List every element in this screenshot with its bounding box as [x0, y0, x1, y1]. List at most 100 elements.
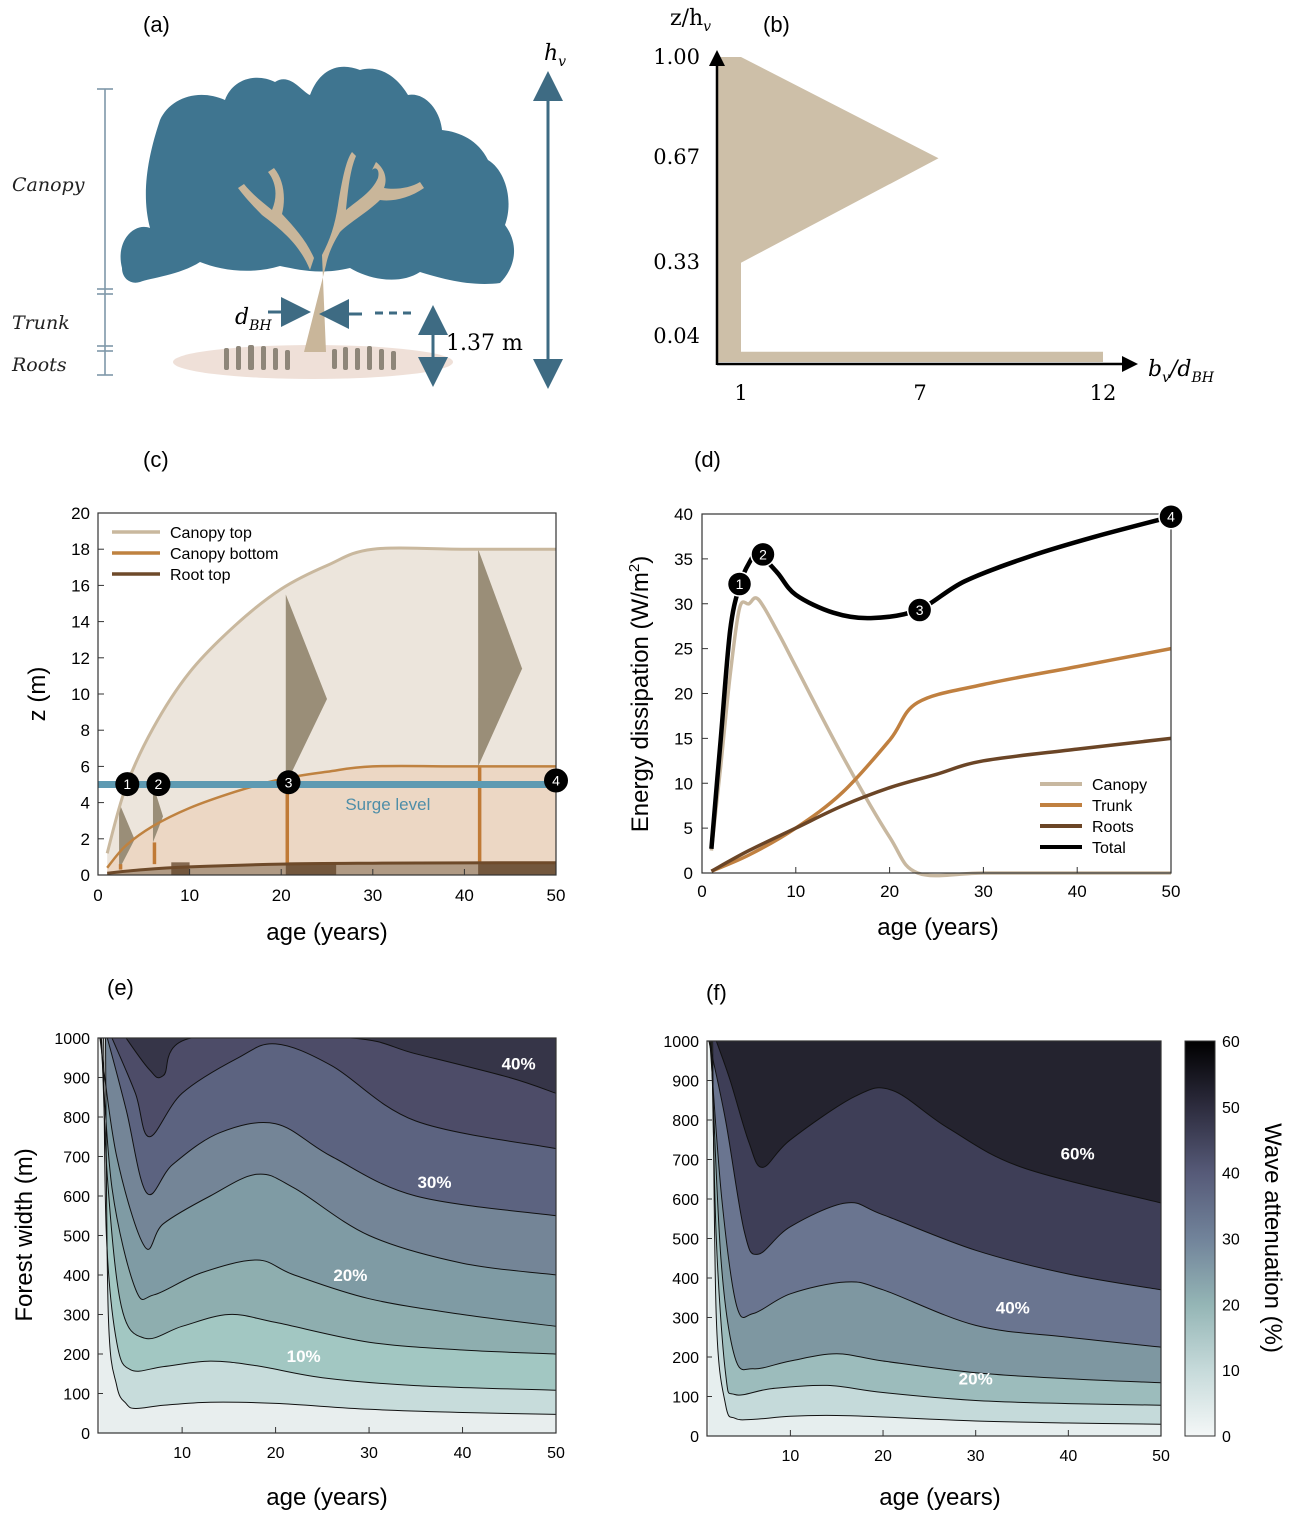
panel-d-y-tick-label: 0 — [684, 864, 693, 883]
panel-c-x-tick-label: 30 — [363, 886, 382, 905]
panel-f-band — [707, 1041, 1161, 1436]
numbered-marker — [115, 772, 140, 797]
numbered-marker — [276, 770, 301, 795]
panel-d-y-tick-label: 25 — [674, 640, 693, 659]
panel-e-ticks: 10 20 30 40 50010020030040050060070080090010… — [54, 1031, 565, 1462]
panel-a-tree-illustration: Canopy Trunk Roots dBH 1.37 m hv — [11, 41, 566, 389]
panel-c-y-tick-label: 10 — [71, 685, 90, 704]
panel-e-band — [98, 1038, 556, 1433]
panel-c-y-label: z (m) — [24, 667, 51, 722]
panel-e-y-tick-label: 400 — [63, 1268, 90, 1285]
root-strokes — [224, 345, 396, 370]
root-top-line — [107, 861, 556, 875]
panel-label-d: (d) — [694, 447, 721, 472]
panel-f-ticks: 10 20 30 40 50010020030040050060070080090010… — [663, 1034, 1170, 1465]
panel-b-x-ticks: 1 7 12 — [734, 381, 1116, 405]
panel-d-x-tick-label: 40 — [1068, 882, 1087, 901]
panel-c-y-tick-label: 2 — [81, 830, 90, 849]
numbered-marker — [726, 571, 753, 597]
panel-f-contour-line — [711, 1041, 1161, 1406]
panel-d-y-tick-label: 20 — [674, 685, 693, 704]
panel-b-x-label: bv/dBH — [1148, 357, 1215, 386]
label-roots: Roots — [11, 354, 67, 376]
numbered-marker — [750, 541, 776, 568]
panel-b-y-tick-label: 1.00 — [653, 45, 700, 69]
panel-c-x-tick-label: 50 — [547, 886, 566, 905]
colorbar — [1184, 1040, 1216, 1437]
panel-c-x-tick-label: 40 — [455, 886, 474, 905]
label-trunk: Trunk — [12, 312, 70, 334]
numbered-marker-label: 3 — [916, 602, 924, 618]
legend-entry: Trunk — [1092, 798, 1133, 815]
panel-c-x-tick-label: 0 — [93, 886, 102, 905]
panel-b-y-arrowhead — [709, 50, 725, 66]
series-line — [710, 646, 1172, 873]
panel-label-a: (a) — [143, 12, 170, 37]
canopy-top-line — [105, 546, 556, 854]
panel-c-y-tick-label: 6 — [81, 757, 90, 776]
numbered-marker — [544, 768, 568, 793]
colorbar-tick-label: 40 — [1222, 1166, 1240, 1183]
panel-e-y-tick-label: 100 — [63, 1387, 90, 1404]
panel-e-y-tick-label: 700 — [63, 1150, 90, 1167]
panel-f-x-tick-label: 30 — [967, 1448, 985, 1465]
panel-label-c: (c) — [143, 447, 169, 472]
panel-c-y-tick-label: 8 — [81, 721, 90, 740]
panel-f-x-tick-label: 40 — [1059, 1448, 1077, 1465]
panel-f-y-tick-label: 500 — [672, 1232, 699, 1249]
panel-e-y-tick-label: 300 — [63, 1308, 90, 1325]
panel-d-x-tick-label: 50 — [1162, 882, 1181, 901]
panel-f-contour-labels: 20% 40% 60% — [959, 1145, 1095, 1389]
panel-e-x-tick-label: 50 — [547, 1445, 565, 1462]
panel-e-x-label: age (years) — [266, 1484, 387, 1511]
panel-d-x-tick-label: 30 — [974, 882, 993, 901]
label-breast-height: 1.37 m — [446, 331, 523, 356]
panel-d-y-tick-label: 10 — [674, 774, 693, 793]
colorbar-label: Wave attenuation (%) — [1259, 1123, 1286, 1353]
panel-d-legend: Canopy Trunk Roots Total — [1040, 777, 1147, 857]
panel-e-contour-area — [98, 1038, 556, 1433]
series-line — [710, 736, 1172, 873]
panel-e-contour-line — [99, 1038, 556, 1276]
panel-b-y-ticks: 0.04 0.33 0.67 1.00 — [653, 45, 700, 348]
panel-d-x-label: age (years) — [877, 914, 998, 941]
panel-e-contour-line — [125, 1038, 556, 1094]
panel-d-y-tick-label: 35 — [674, 550, 693, 569]
panel-e-y-tick-label: 600 — [63, 1189, 90, 1206]
panel-c-y-tick-label: 16 — [71, 576, 90, 595]
panel-f-contour-line — [710, 1041, 1161, 1384]
panel-f-y-tick-label: 600 — [672, 1192, 699, 1209]
panel-e-contour-line — [101, 1038, 556, 1355]
panel-c-legend: Canopy top Canopy bottom Root top — [112, 525, 279, 584]
numbered-marker-label: 1 — [123, 776, 131, 792]
legend-entry: Total — [1092, 840, 1126, 857]
panel-e-contour-line — [103, 1038, 556, 1391]
colorbar-tick-label: 60 — [1222, 1034, 1240, 1051]
panel-e-x-tick-label: 40 — [454, 1445, 472, 1462]
tree-canopy-shape — [152, 784, 164, 843]
series-line — [709, 514, 1172, 849]
panel-f-x-label: age (years) — [879, 1484, 1000, 1511]
panel-c-x-tick-label: 10 — [180, 886, 199, 905]
panel-c-x-label: age (years) — [266, 919, 387, 946]
legend-entry: Canopy — [1092, 777, 1147, 794]
trunk-shape — [238, 152, 424, 352]
panel-f-y-tick-label: 1000 — [663, 1034, 699, 1051]
panel-b-y-tick-label: 0.67 — [653, 145, 700, 169]
panel-e-x-tick-label: 10 — [173, 1445, 191, 1462]
canopy-foliage — [120, 66, 515, 284]
panel-b-y-tick-label: 0.33 — [653, 250, 700, 274]
root-block — [285, 862, 337, 875]
panel-f-x-tick-label: 10 — [781, 1448, 799, 1465]
panel-e-band — [98, 1038, 556, 1433]
panel-d-x-tick-label: 20 — [880, 882, 899, 901]
panel-f-contour-line — [715, 1041, 1161, 1204]
panel-e-y-tick-label: 900 — [63, 1071, 90, 1088]
legend-entry: Roots — [1092, 819, 1134, 836]
panel-c-y-tick-label: 0 — [81, 866, 90, 885]
panel-b-profile: 0.040.330.671.00 1 7 12 z/hv bv/dBH — [653, 6, 1215, 405]
colorbar-tick-label: 50 — [1222, 1100, 1240, 1117]
colorbar-tick-label: 0 — [1222, 1429, 1231, 1446]
panel-d-x-tick-label: 0 — [697, 882, 706, 901]
